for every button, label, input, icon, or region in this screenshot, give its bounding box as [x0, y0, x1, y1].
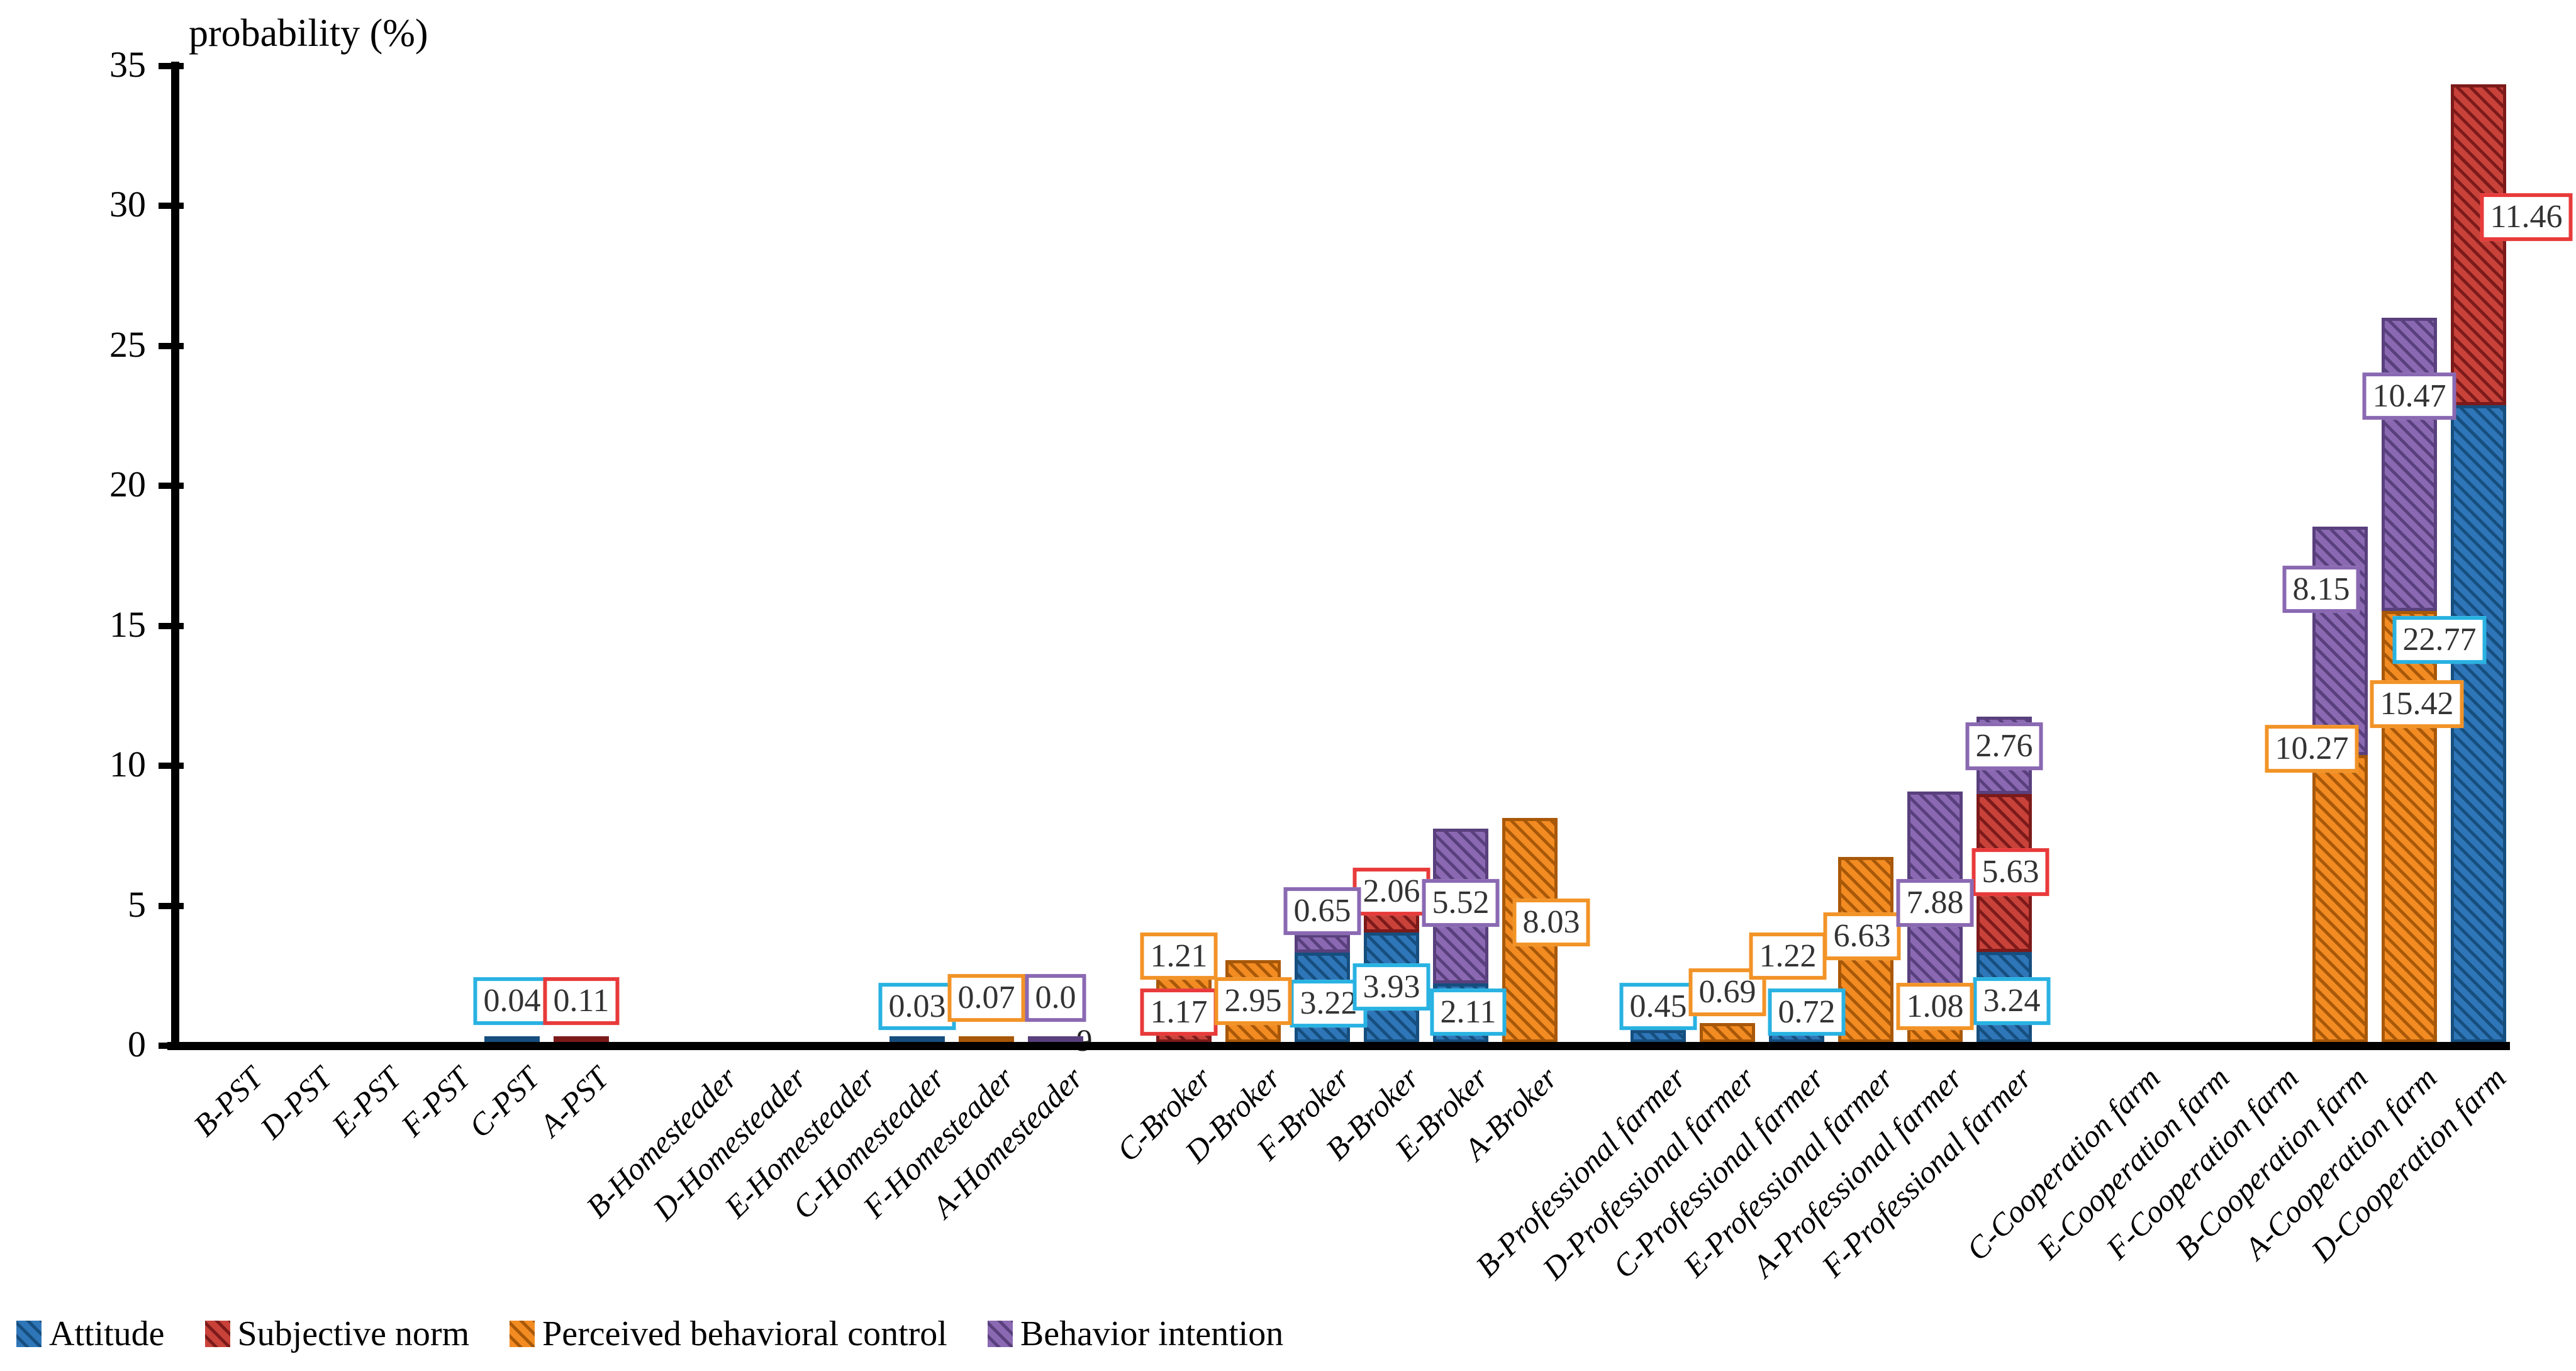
y-tick-label: 10	[109, 743, 146, 785]
legend-item-pbc: Perceived behavioral control	[510, 1314, 947, 1354]
legend-item-subjective: Subjective norm	[204, 1314, 470, 1354]
bar-segment-attitude	[889, 1036, 945, 1043]
value-label: 6.63	[1823, 912, 1901, 961]
bar-segment-subjective	[554, 1036, 609, 1043]
legend-label: Perceived behavioral control	[542, 1314, 947, 1353]
bar-segment-bi	[1295, 934, 1350, 953]
value-label: 1.17	[1140, 988, 1218, 1036]
value-label: 0.04	[473, 976, 551, 1025]
value-label: 3.24	[1973, 976, 2051, 1025]
bar-segment-attitude	[484, 1036, 540, 1043]
value-label: 8.15	[2282, 565, 2360, 613]
value-label: 7.88	[1896, 879, 1974, 927]
legend-swatch-bi	[987, 1321, 1013, 1347]
value-label: 10.47	[2362, 372, 2456, 420]
y-axis-title: probability (%)	[189, 12, 428, 55]
value-label: 0.11	[543, 976, 620, 1025]
x-axis-line	[167, 1042, 2510, 1050]
bar-segment-bi	[1028, 1036, 1083, 1043]
value-label: 1.08	[1896, 982, 1974, 1031]
y-tick-label: 25	[109, 323, 146, 365]
value-label: 2.95	[1214, 976, 1292, 1025]
value-label: 8.03	[1512, 898, 1590, 947]
value-label: 5.63	[1971, 848, 2049, 896]
y-tick-label: 30	[109, 183, 146, 225]
value-label: 22.77	[2392, 615, 2487, 664]
value-label: 2.76	[1965, 722, 2043, 770]
y-axis-line	[171, 62, 179, 1050]
bar-segment-attitude	[1631, 1029, 1686, 1043]
value-label: 1.21	[1140, 932, 1218, 980]
y-tick-label: 15	[109, 603, 146, 645]
value-label: 0.65	[1283, 887, 1361, 936]
bar-segment-bi	[2312, 527, 2368, 755]
bar-segment-pbc	[1700, 1023, 1755, 1043]
y-axis-tick	[159, 1043, 184, 1049]
legend: Attitude Subjective norm Perceived behavio…	[16, 1314, 1283, 1354]
legend-label: Behavior intention	[1020, 1314, 1284, 1353]
y-axis-tick	[159, 763, 184, 769]
bar-segment-pbc	[959, 1036, 1014, 1043]
legend-label: Subjective norm	[237, 1314, 470, 1353]
y-axis-tick	[159, 203, 184, 209]
legend-item-attitude: Attitude	[16, 1314, 165, 1354]
legend-swatch-subjective	[204, 1321, 230, 1347]
legend-swatch-pbc	[510, 1321, 535, 1347]
value-label: 2.11	[1430, 988, 1507, 1036]
value-label: 10.27	[2265, 725, 2359, 773]
value-label: 0.07	[947, 974, 1025, 1022]
bar-segment-subjective	[2451, 84, 2506, 405]
value-label: 0.03	[878, 982, 956, 1031]
y-tick-label: 35	[109, 43, 146, 85]
legend-swatch-attitude	[16, 1321, 42, 1347]
value-label: 0.72	[1768, 988, 1846, 1036]
y-axis-tick	[159, 342, 184, 349]
bar-segment-pbc	[2312, 754, 2368, 1043]
y-axis-tick	[159, 483, 184, 489]
y-tick-label: 20	[109, 463, 146, 505]
value-label: 11.46	[2480, 193, 2573, 241]
value-label: 1.22	[1749, 932, 1827, 980]
bar-segment-bi	[2382, 317, 2437, 611]
legend-label: Attitude	[49, 1314, 165, 1353]
value-label: 15.42	[2370, 680, 2464, 728]
value-label: 2.06	[1352, 868, 1430, 916]
y-axis-tick	[159, 902, 184, 909]
value-label: 0.0	[1025, 974, 1086, 1022]
y-tick-label: 5	[128, 883, 146, 925]
value-label: 5.52	[1422, 879, 1500, 927]
bar-segment-pbc	[2382, 610, 2437, 1043]
y-axis-tick	[159, 622, 184, 629]
y-axis-tick	[159, 62, 184, 69]
value-label: 0.45	[1619, 982, 1697, 1031]
y-tick-label: 0	[128, 1023, 146, 1065]
value-label: 3.93	[1352, 963, 1430, 1011]
legend-item-bi: Behavior intention	[987, 1314, 1284, 1354]
